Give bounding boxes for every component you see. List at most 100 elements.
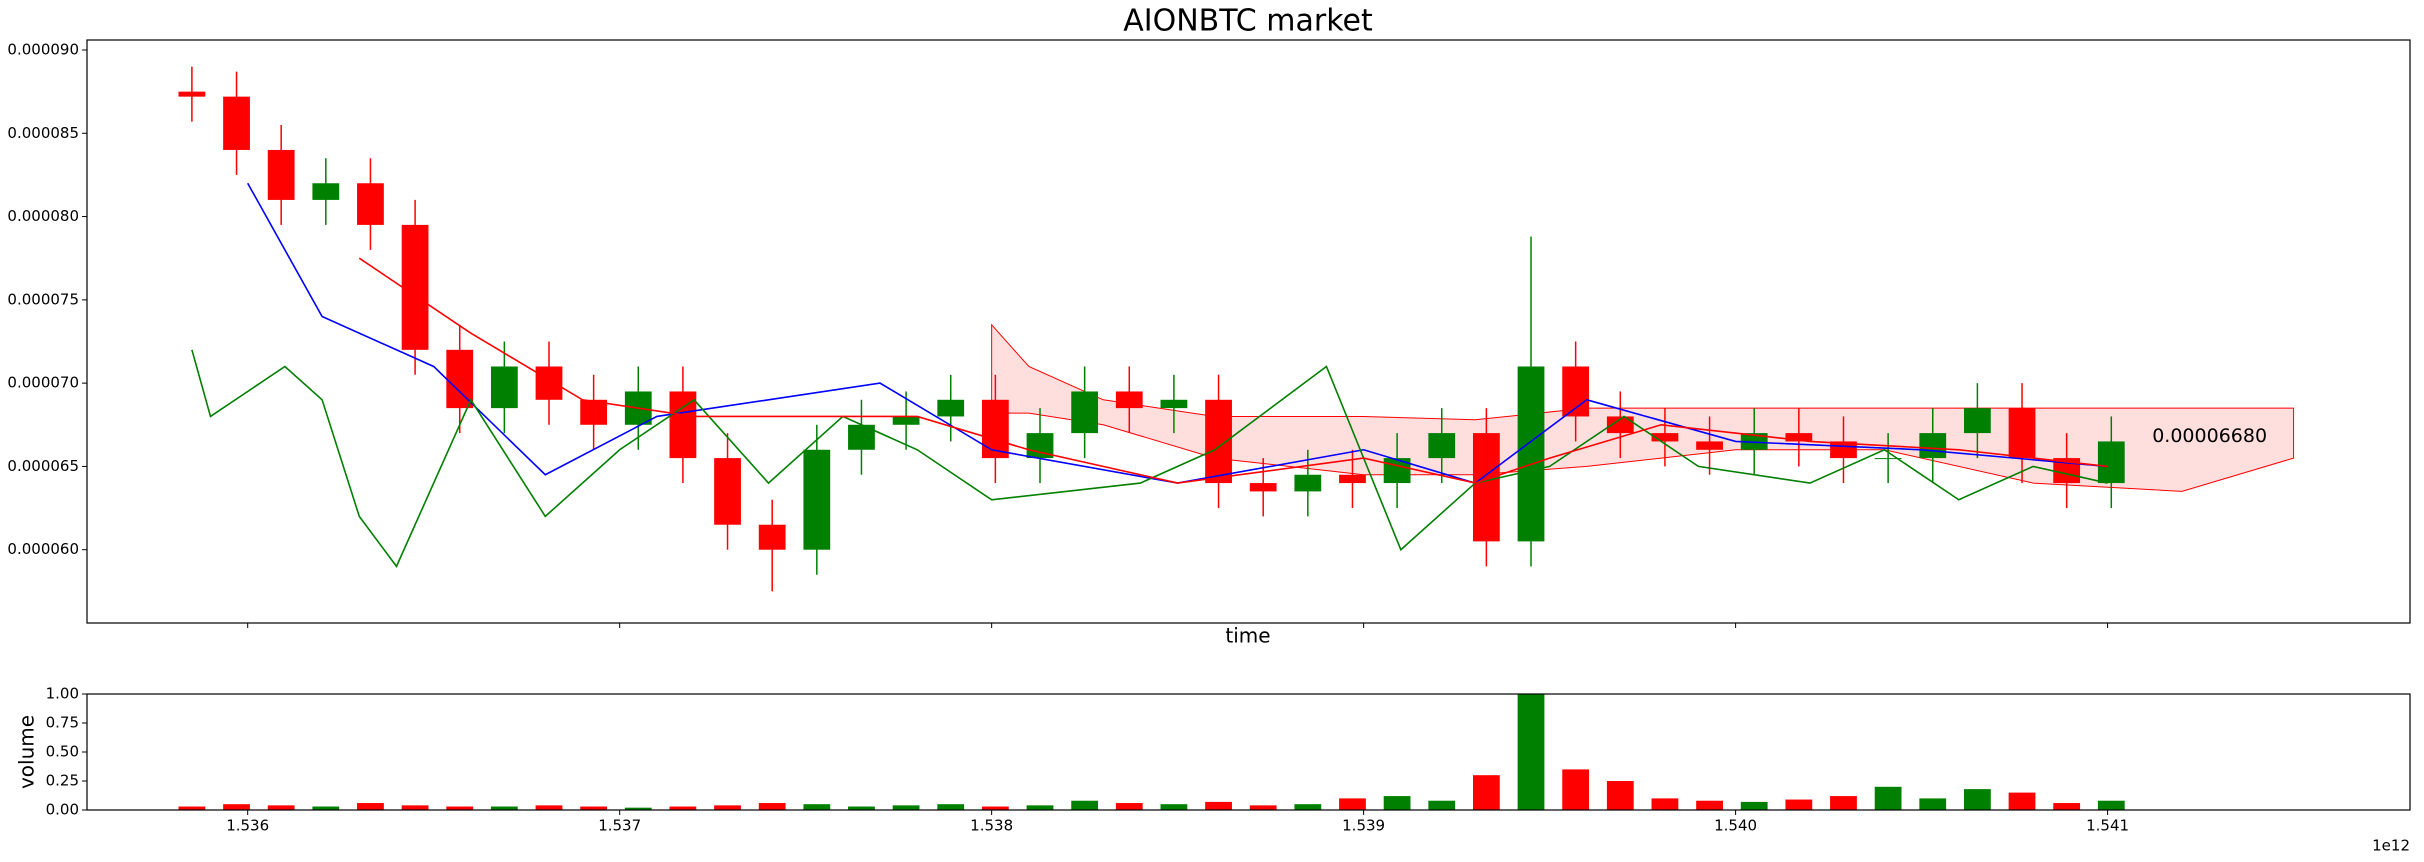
volume-bar bbox=[1651, 798, 1679, 810]
volume-bar bbox=[1562, 769, 1590, 810]
volume-bar bbox=[178, 806, 206, 810]
candle-body bbox=[1785, 433, 1813, 442]
y-tick-label: 0.000065 bbox=[7, 457, 79, 475]
candle-body bbox=[312, 183, 340, 200]
indicator-line bbox=[358, 257, 2108, 484]
candle-body bbox=[2008, 408, 2036, 459]
volume-bar bbox=[490, 806, 518, 810]
candle-body bbox=[937, 399, 965, 417]
chart-title: AIONBTC market bbox=[1123, 4, 1373, 39]
volume-bar bbox=[981, 806, 1009, 810]
volume-bar bbox=[1294, 804, 1322, 810]
candle-body bbox=[1249, 483, 1277, 492]
volume-bar bbox=[714, 805, 741, 810]
candle-body bbox=[267, 149, 295, 200]
candle-body bbox=[758, 524, 786, 550]
x-tick-label: 1.538 bbox=[970, 817, 1013, 835]
volume-bar bbox=[1740, 801, 1768, 810]
candle-body bbox=[1696, 441, 1723, 450]
candle-body bbox=[1428, 433, 1456, 459]
candle-body bbox=[1517, 366, 1545, 542]
volume-bar bbox=[580, 806, 608, 810]
volume-bar bbox=[401, 805, 429, 810]
y-tick-label: 0.00 bbox=[46, 801, 79, 819]
volume-bar bbox=[1026, 805, 1054, 810]
candle-body bbox=[223, 96, 250, 150]
candle-body bbox=[580, 399, 608, 425]
offset-text: 1e12 bbox=[2372, 837, 2410, 855]
candle-body bbox=[1339, 474, 1366, 484]
volume-bar bbox=[1205, 801, 1232, 810]
volume-bar bbox=[1785, 799, 1813, 810]
candle-body bbox=[446, 349, 474, 409]
volume-bar bbox=[669, 806, 697, 810]
volume-bar bbox=[1696, 800, 1723, 810]
candle-body bbox=[1606, 416, 1634, 434]
y-tick-label: 1.00 bbox=[46, 685, 79, 703]
volume-bar bbox=[1472, 775, 1500, 810]
volume-bar bbox=[1160, 804, 1188, 810]
x-tick-label: 1.541 bbox=[2086, 817, 2129, 835]
y-axis-label: volume bbox=[15, 715, 39, 789]
candle-body bbox=[357, 183, 384, 225]
plot-frame bbox=[86, 693, 2411, 811]
volume-bar bbox=[1249, 805, 1277, 810]
y-tick-label: 0.000085 bbox=[7, 124, 79, 142]
candle-body bbox=[669, 391, 697, 459]
volume-bar bbox=[892, 805, 920, 810]
candle-body bbox=[714, 458, 741, 525]
candle-body bbox=[803, 449, 831, 550]
candle-body bbox=[1205, 399, 1232, 484]
candle-body bbox=[1071, 391, 1099, 434]
volume-bar bbox=[535, 805, 563, 810]
volume-bar bbox=[1383, 796, 1411, 810]
volume-bar bbox=[803, 804, 831, 810]
y-tick-label: 0.000060 bbox=[7, 540, 79, 558]
volume-bar bbox=[1339, 798, 1366, 810]
candle-body bbox=[892, 416, 920, 425]
x-tick-label: 1.537 bbox=[598, 817, 641, 835]
volume-bar bbox=[267, 805, 295, 810]
volume-bar bbox=[1919, 798, 1947, 810]
volume-bar bbox=[1874, 786, 1902, 810]
y-tick-label: 0.000080 bbox=[7, 207, 79, 225]
y-tick-label: 0.000090 bbox=[7, 40, 79, 58]
volume-bar bbox=[1115, 803, 1143, 810]
candle-body bbox=[1651, 433, 1679, 442]
volume-bar bbox=[1071, 800, 1099, 810]
candle-body bbox=[1874, 458, 1902, 460]
y-tick-label: 0.25 bbox=[46, 772, 79, 790]
volume-bar bbox=[758, 803, 786, 810]
candle-body bbox=[1160, 399, 1188, 409]
volume-bar bbox=[446, 806, 474, 810]
x-axis-label: time bbox=[1225, 624, 1270, 648]
volume-bar bbox=[312, 806, 340, 810]
plot-frame bbox=[86, 39, 2411, 624]
y-tick-label: 0.000075 bbox=[7, 290, 79, 308]
annotation: 0.00006680 bbox=[2152, 425, 2267, 447]
volume-bar bbox=[1963, 789, 1991, 810]
volume-bar bbox=[2097, 800, 2125, 810]
volume-bar bbox=[223, 804, 250, 810]
candle-body bbox=[1963, 408, 1991, 434]
volume-bar bbox=[1428, 800, 1456, 810]
candle-body bbox=[1740, 433, 1768, 450]
volume-bar bbox=[937, 804, 965, 810]
candle-body bbox=[401, 224, 429, 350]
volume-bar bbox=[1606, 781, 1634, 810]
candle-body bbox=[1472, 433, 1500, 542]
x-tick-label: 1.536 bbox=[226, 817, 269, 835]
candle-body bbox=[490, 366, 518, 409]
candle-body bbox=[981, 399, 1009, 459]
volume-bar bbox=[2008, 792, 2036, 810]
x-tick-label: 1.539 bbox=[1342, 817, 1385, 835]
volume-bar bbox=[1830, 796, 1857, 810]
x-tick-label: 1.540 bbox=[1714, 817, 1757, 835]
volume-bar bbox=[2053, 803, 2081, 810]
indicator-line bbox=[191, 349, 2108, 568]
volume-bar bbox=[848, 806, 875, 810]
candle-body bbox=[535, 366, 563, 400]
y-tick-label: 0.75 bbox=[46, 714, 79, 732]
y-tick-label: 0.000070 bbox=[7, 374, 79, 392]
